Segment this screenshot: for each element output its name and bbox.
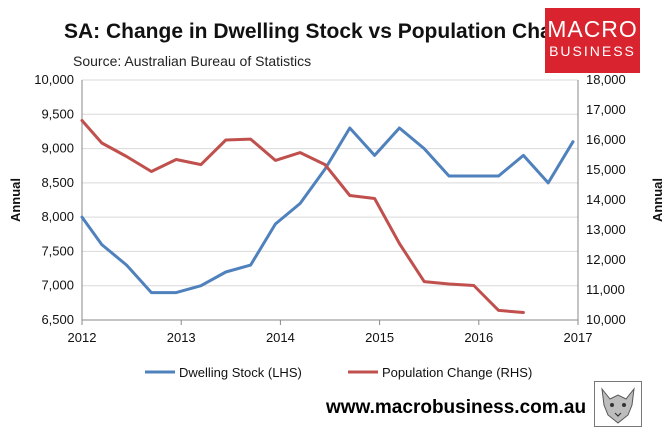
left-tick-label: 8,500 (41, 175, 74, 190)
tick-labels: 6,500 7,000 7,500 8,000 8,500 9,000 9,500 10,00… (34, 72, 626, 345)
macrobusiness-logo: MACRO BUSINESS (545, 8, 640, 73)
left-tick-label: 8,000 (41, 209, 74, 224)
legend: Dwelling Stock (LHS) Population Change (R… (145, 365, 532, 380)
right-tick-label: 16,000 (586, 132, 626, 147)
right-tick-label: 15,000 (586, 162, 626, 177)
legend-label: Population Change (RHS) (382, 365, 532, 380)
right-tick-label: 10,000 (586, 312, 626, 327)
left-tick-label: 9,000 (41, 141, 74, 156)
left-tick-label: 6,500 (41, 312, 74, 327)
website-url: www.macrobusiness.com.au (326, 397, 587, 418)
x-tick-label: 2016 (464, 330, 493, 345)
dwelling-stock-line (80, 126, 575, 295)
right-tick-label: 17,000 (586, 102, 626, 117)
right-axis-title: Annual (650, 178, 665, 222)
x-tick-label: 2014 (266, 330, 295, 345)
left-tick-label: 9,500 (41, 106, 74, 121)
right-tick-label: 12,000 (586, 252, 626, 267)
right-tick-label: 18,000 (586, 72, 626, 87)
left-tick-label: 10,000 (34, 72, 74, 87)
axes (81, 80, 579, 325)
left-tick-label: 7,000 (41, 278, 74, 293)
left-axis-title: Annual (8, 178, 23, 222)
right-tick-label: 11,000 (586, 282, 625, 297)
x-tick-label: 2015 (365, 330, 394, 345)
series-lines (80, 119, 575, 314)
chart-title: SA: Change in Dwelling Stock vs Populati… (64, 20, 590, 43)
source-note: Source: Australian Bureau of Statistics (73, 53, 312, 69)
wolf-mascot-icon (594, 381, 642, 427)
left-tick-label: 7,500 (41, 243, 74, 258)
x-tick-label: 2013 (167, 330, 196, 345)
right-tick-label: 13,000 (586, 222, 626, 237)
logo-line-2: BUSINESS (549, 43, 636, 59)
grid-lines (82, 79, 578, 321)
logo-line-1: MACRO (547, 16, 638, 42)
population-change-line (80, 119, 525, 314)
x-tick-label: 2012 (68, 330, 97, 345)
legend-label: Dwelling Stock (LHS) (179, 365, 302, 380)
x-tick-label: 2017 (564, 330, 593, 345)
right-tick-label: 14,000 (586, 192, 626, 207)
